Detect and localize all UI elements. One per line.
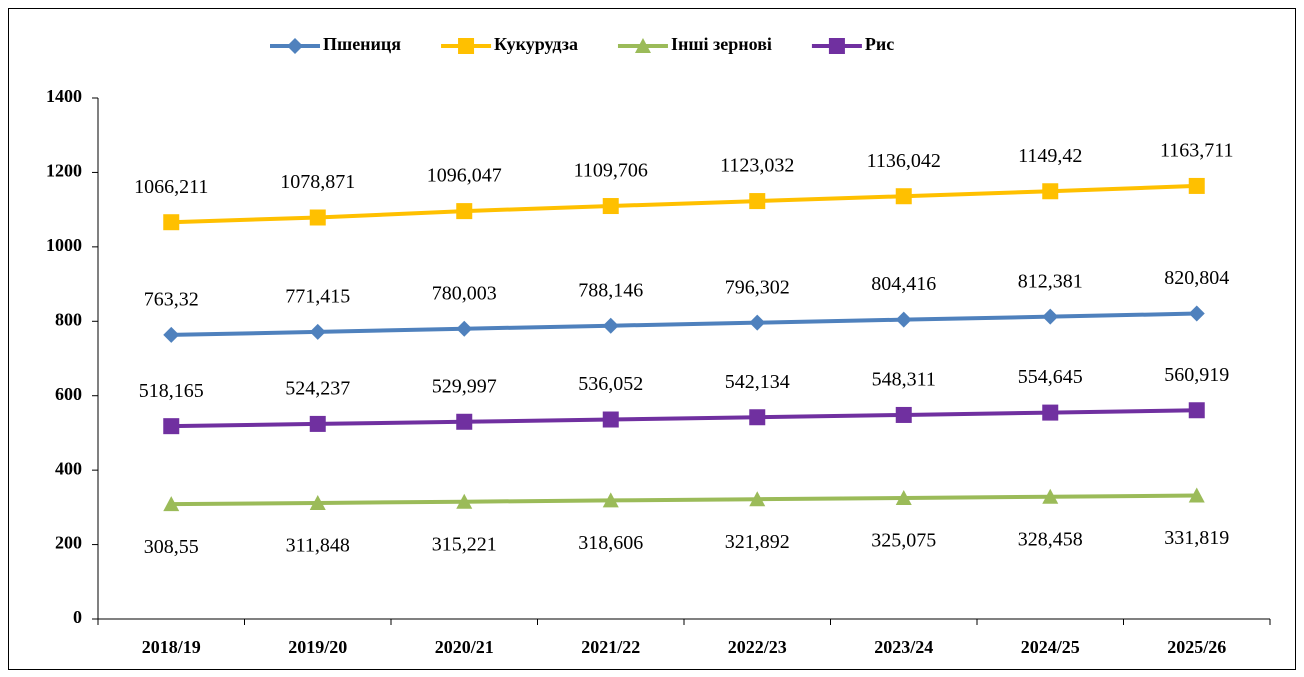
y-tick-label: 600 xyxy=(55,384,82,404)
data-label: 529,997 xyxy=(432,375,497,397)
data-label: 328,458 xyxy=(1018,528,1083,550)
data-label: 1066,211 xyxy=(134,176,208,198)
y-tick-label: 1200 xyxy=(46,161,82,181)
x-tick-label: 2020/21 xyxy=(435,637,494,657)
series-line xyxy=(171,493,1197,507)
data-label: 325,075 xyxy=(871,530,936,552)
legend-label: Кукурудза xyxy=(494,34,578,54)
data-label: 763,32 xyxy=(144,289,199,311)
y-tick-label: 1000 xyxy=(46,235,82,255)
y-tick-label: 800 xyxy=(55,309,82,329)
data-label: 1078,871 xyxy=(280,171,355,193)
x-tick-label: 2019/20 xyxy=(288,637,347,657)
data-label: 820,804 xyxy=(1164,267,1229,289)
marker xyxy=(749,409,766,426)
marker xyxy=(309,415,326,432)
legend-label: Рис xyxy=(865,34,894,54)
y-tick-label: 200 xyxy=(55,533,82,553)
data-label: 560,919 xyxy=(1164,364,1229,386)
marker xyxy=(749,193,766,210)
data-label: 780,003 xyxy=(432,282,497,304)
data-label: 548,311 xyxy=(872,369,936,391)
data-label: 1096,047 xyxy=(427,165,502,187)
marker xyxy=(634,38,651,53)
data-label: 771,415 xyxy=(285,286,350,308)
marker xyxy=(456,493,473,509)
data-label: 1163,711 xyxy=(1160,140,1234,162)
marker xyxy=(456,203,473,220)
data-label: 554,645 xyxy=(1018,366,1083,388)
series-line xyxy=(171,183,1197,225)
marker xyxy=(1042,183,1059,200)
data-label: 1109,706 xyxy=(574,160,648,182)
marker xyxy=(1188,402,1205,419)
legend-label: Інші зернові xyxy=(671,34,772,54)
data-label: 788,146 xyxy=(578,279,643,301)
marker xyxy=(163,326,180,343)
marker xyxy=(895,490,912,506)
series-line xyxy=(171,408,1197,429)
marker xyxy=(602,492,619,508)
marker xyxy=(749,491,766,507)
data-label: 812,381 xyxy=(1018,270,1083,292)
data-label: 524,237 xyxy=(285,378,350,400)
x-tick-label: 2024/25 xyxy=(1021,637,1080,657)
y-tick-label: 400 xyxy=(55,458,82,478)
data-label: 796,302 xyxy=(725,276,790,298)
x-tick-label: 2022/23 xyxy=(728,637,787,657)
marker xyxy=(163,496,180,512)
x-tick-label: 2021/22 xyxy=(581,637,640,657)
data-label: 311,848 xyxy=(286,535,350,557)
marker xyxy=(602,198,619,215)
series-line xyxy=(171,311,1197,337)
x-tick-label: 2023/24 xyxy=(874,637,933,657)
marker xyxy=(895,188,912,205)
x-tick-label: 2018/19 xyxy=(142,637,201,657)
marker xyxy=(456,413,473,430)
data-label: 518,165 xyxy=(139,380,204,402)
data-label: 1123,032 xyxy=(720,155,794,177)
marker xyxy=(1188,177,1205,194)
marker xyxy=(163,214,180,231)
marker xyxy=(602,317,619,334)
marker xyxy=(309,209,326,226)
marker xyxy=(309,494,326,510)
marker xyxy=(309,323,326,340)
data-label: 315,221 xyxy=(432,533,497,555)
marker xyxy=(895,311,912,328)
marker xyxy=(1042,308,1059,325)
data-label: 536,052 xyxy=(578,373,643,395)
marker xyxy=(458,38,475,54)
marker xyxy=(456,320,473,337)
chart-border xyxy=(8,8,1296,670)
marker xyxy=(287,38,303,54)
x-tick-label: 2025/26 xyxy=(1167,637,1226,657)
marker xyxy=(163,418,180,435)
data-label: 1149,42 xyxy=(1018,145,1082,167)
data-label: 542,134 xyxy=(725,371,790,393)
marker xyxy=(1188,305,1205,322)
marker xyxy=(895,406,912,423)
data-label: 331,819 xyxy=(1164,527,1229,549)
marker xyxy=(602,411,619,428)
marker xyxy=(1188,487,1205,503)
marker xyxy=(828,38,845,54)
y-tick-label: 0 xyxy=(73,607,82,627)
marker xyxy=(1042,488,1059,504)
data-label: 318,606 xyxy=(578,532,643,554)
y-tick-label: 1400 xyxy=(46,86,82,106)
data-label: 308,55 xyxy=(144,536,199,558)
data-label: 804,416 xyxy=(871,273,936,295)
marker xyxy=(749,314,766,331)
legend-label: Пшениця xyxy=(323,34,401,54)
marker xyxy=(1042,404,1059,421)
data-label: 1136,042 xyxy=(867,150,941,172)
data-label: 321,892 xyxy=(725,531,790,553)
